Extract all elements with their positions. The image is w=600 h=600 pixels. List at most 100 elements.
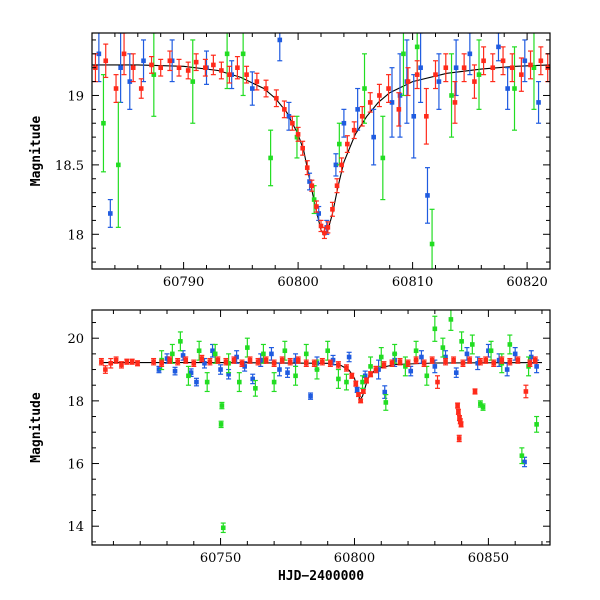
bottom-data-point (236, 372, 242, 393)
top-data-point (210, 54, 216, 76)
top-data-point (405, 67, 411, 97)
bottom-data-point (218, 420, 224, 429)
top-data-point (500, 46, 506, 76)
bottom-data-point (507, 334, 513, 355)
bottom-data-point (271, 372, 277, 393)
top-y-tick-label: 18.5 (55, 159, 84, 174)
bottom-data-point (507, 357, 513, 366)
top-x-tick-label: 60810 (392, 275, 433, 290)
top-data-point (167, 50, 173, 72)
top-data-point (400, 33, 406, 97)
bottom-data-point (226, 353, 232, 374)
bottom-x-tick-label: 60800 (334, 551, 375, 566)
top-data-point (141, 39, 147, 83)
top-data-point (518, 57, 524, 92)
bottom-data-point (335, 368, 341, 389)
bottom-data-point (480, 403, 486, 411)
bottom-data-point (373, 365, 379, 374)
top-x-tick-label: 60790 (163, 275, 204, 290)
top-data-point (113, 74, 119, 104)
top-data-point (423, 87, 429, 145)
bottom-data-point (499, 356, 505, 364)
top-data-point (193, 53, 199, 72)
top-model-curve (92, 64, 550, 237)
top-data-point (240, 33, 246, 97)
bottom-data-point (381, 361, 387, 369)
bottom-x-tick-label: 60750 (200, 551, 241, 566)
bottom-data-point (319, 357, 325, 366)
top-data-point (281, 100, 287, 119)
bottom-data-point (382, 385, 388, 399)
top-data-point (107, 198, 113, 228)
top-y-tick-label: 18 (67, 228, 84, 243)
top-data-point (443, 53, 449, 83)
top-data-point (185, 61, 191, 80)
bottom-y-tick-label: 18 (67, 395, 84, 410)
bottom-data-point (418, 350, 424, 364)
bottom-data-point (435, 375, 441, 389)
bottom-data-point (215, 356, 221, 364)
bottom-data-point (515, 356, 521, 364)
bottom-data-point (271, 359, 277, 367)
top-data-point (418, 33, 424, 104)
bottom-data-point (108, 357, 114, 369)
bottom-data-point (247, 356, 253, 364)
bottom-data-point (303, 359, 309, 367)
top-data-point (359, 105, 365, 127)
bottom-data-point (455, 408, 461, 415)
bottom-data-point (204, 372, 210, 393)
bottom-data-point (219, 401, 225, 410)
top-y-tick-label: 19 (67, 89, 84, 104)
bottom-data-point (475, 356, 481, 371)
bottom-data-point (193, 377, 199, 387)
bottom-data-point (346, 351, 352, 363)
top-data-point (433, 60, 438, 90)
top-data-point (341, 108, 347, 138)
bottom-data-point (443, 357, 449, 366)
bottom-data-point (358, 398, 364, 404)
bottom-y-tick-label: 14 (67, 520, 84, 535)
bottom-data-point (458, 421, 464, 428)
top-data-point (512, 46, 518, 131)
top-data-point (505, 67, 511, 110)
bottom-data-point (279, 356, 285, 364)
bottom-data-point (424, 365, 430, 386)
top-data-point (309, 179, 315, 192)
bottom-data-point (311, 359, 317, 367)
bottom-data-point (250, 373, 256, 385)
bottom-data-point (255, 357, 261, 366)
bottom-data-point (113, 356, 119, 364)
top-data-point (396, 92, 402, 127)
bottom-data-point (183, 356, 189, 364)
bottom-data-point (258, 353, 264, 367)
bottom-data-point (102, 365, 108, 374)
top-data-point (234, 55, 240, 80)
bottom-data-point (364, 377, 370, 384)
bottom-data-point (360, 375, 366, 389)
top-data-point (300, 140, 306, 156)
top-data-point (436, 53, 442, 110)
bottom-data-point (118, 361, 124, 369)
bottom-panel: 60750 60800 60850 14 16 18 20 Magnitude HJD−24… (29, 309, 551, 584)
bottom-data-point (327, 359, 333, 367)
bottom-data-point (159, 359, 165, 367)
bottom-data-point (268, 347, 274, 361)
top-data-point (289, 115, 295, 131)
bottom-data-point (353, 380, 359, 387)
top-data-point (100, 74, 106, 173)
bottom-data-point (354, 386, 360, 394)
bottom-data-point (483, 356, 489, 364)
top-panel: 60790 60800 60810 60820 18 18.5 19 Magnitude (29, 32, 551, 290)
bottom-data-point (440, 337, 446, 358)
top-data-point (263, 79, 269, 98)
top-data-point (325, 221, 331, 234)
bottom-data-point (177, 331, 183, 352)
top-data-point (528, 50, 534, 80)
bottom-data-point (532, 356, 538, 364)
top-data-point (481, 46, 487, 76)
top-data-point (362, 53, 368, 124)
bottom-x-tick-label: 60850 (468, 551, 509, 566)
top-data-point (490, 53, 496, 83)
top-data-point (424, 167, 430, 224)
